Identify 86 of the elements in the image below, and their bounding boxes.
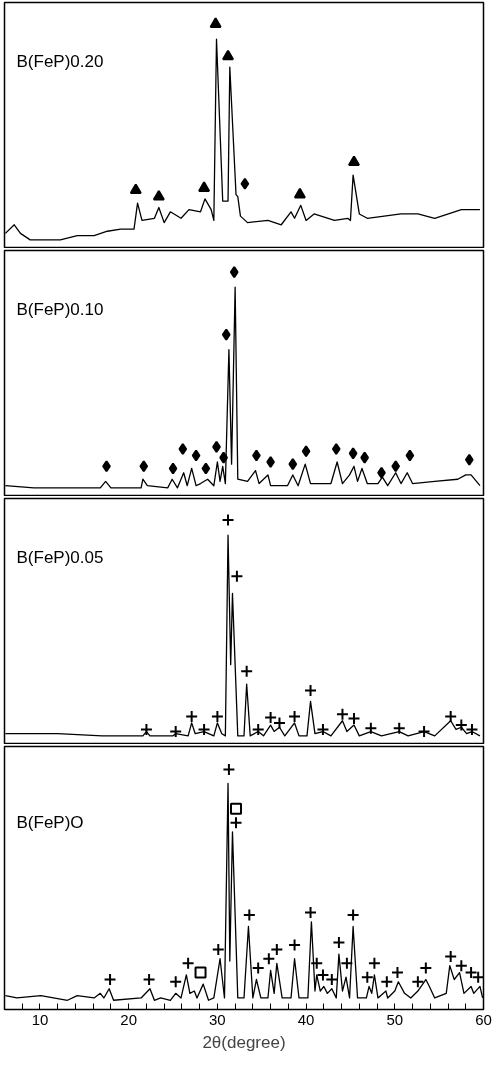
point xyxy=(364,721,378,735)
point xyxy=(392,721,406,735)
point xyxy=(221,328,231,341)
point xyxy=(288,709,302,723)
point xyxy=(242,908,256,922)
point xyxy=(152,189,165,201)
text: B(FeP)0.10 xyxy=(16,299,104,319)
point xyxy=(390,966,404,980)
point xyxy=(293,187,306,199)
point xyxy=(194,966,207,979)
x-tick-label: 60 xyxy=(475,1010,492,1028)
point xyxy=(331,443,341,456)
point xyxy=(288,938,302,952)
point xyxy=(264,711,278,725)
point xyxy=(251,722,265,736)
point xyxy=(304,684,318,698)
point xyxy=(221,513,235,527)
point xyxy=(222,49,235,61)
point xyxy=(419,961,433,975)
point xyxy=(185,709,199,723)
point xyxy=(129,183,142,195)
point xyxy=(178,443,188,456)
point xyxy=(464,453,474,466)
point xyxy=(139,460,149,473)
x-tick-label: 50 xyxy=(386,1010,404,1028)
point xyxy=(310,956,324,970)
point xyxy=(346,908,360,922)
point xyxy=(347,712,361,726)
text: B(FeP)0.20 xyxy=(16,51,104,71)
point xyxy=(262,952,276,966)
point xyxy=(139,722,153,736)
point xyxy=(210,709,224,723)
point xyxy=(240,664,254,678)
x-tick-label: 10 xyxy=(31,1010,49,1028)
point xyxy=(444,709,458,723)
point xyxy=(340,956,354,970)
point xyxy=(316,968,330,982)
point xyxy=(198,181,211,192)
point xyxy=(181,956,195,970)
point xyxy=(380,975,394,989)
point xyxy=(332,936,346,950)
point xyxy=(391,460,401,473)
point xyxy=(230,569,244,583)
point xyxy=(209,17,222,28)
point xyxy=(270,943,284,957)
point xyxy=(405,449,415,462)
point xyxy=(272,716,286,730)
point xyxy=(316,722,330,736)
point xyxy=(222,763,236,777)
point xyxy=(454,718,468,732)
point xyxy=(348,447,358,460)
point xyxy=(335,707,349,721)
point xyxy=(240,177,250,190)
point xyxy=(211,943,225,957)
point xyxy=(229,816,243,830)
point xyxy=(367,956,381,970)
text: B(FeP)O xyxy=(16,812,84,832)
point xyxy=(169,975,183,989)
point xyxy=(411,975,425,989)
point xyxy=(325,973,339,987)
point xyxy=(251,961,265,975)
point xyxy=(288,458,298,471)
point xyxy=(454,959,468,973)
x-tick-label: 40 xyxy=(297,1010,315,1028)
point xyxy=(471,970,484,984)
point xyxy=(168,462,178,475)
point xyxy=(142,973,156,987)
x-tick-label: 20 xyxy=(120,1010,138,1028)
x-tick-label: 30 xyxy=(209,1010,226,1028)
point xyxy=(197,722,211,736)
point xyxy=(347,155,360,167)
point xyxy=(103,973,117,987)
x-axis-title: 2θ(degree) xyxy=(202,1032,286,1052)
point xyxy=(360,970,374,984)
point xyxy=(444,949,458,963)
point xyxy=(201,462,211,475)
point xyxy=(169,725,183,739)
text: B(FeP)0.05 xyxy=(16,547,104,567)
point xyxy=(304,906,318,920)
point xyxy=(464,966,478,980)
point xyxy=(301,445,311,458)
point xyxy=(417,725,431,739)
point xyxy=(465,722,479,736)
point xyxy=(230,802,243,815)
point xyxy=(191,449,201,462)
point xyxy=(229,266,239,279)
